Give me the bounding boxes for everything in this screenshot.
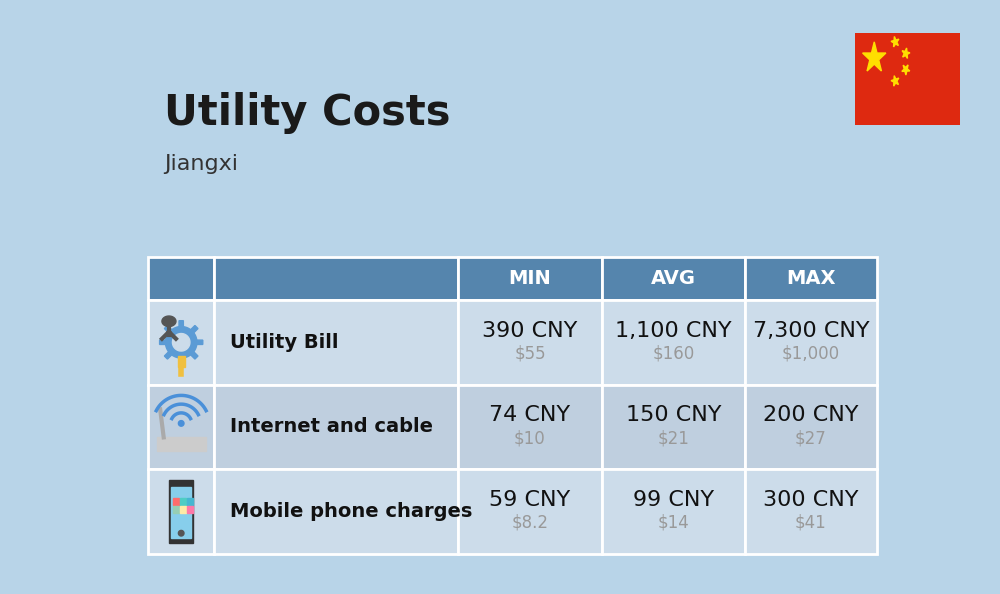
Polygon shape (172, 333, 190, 351)
Text: Mobile phone charges: Mobile phone charges (230, 502, 472, 521)
Text: Utility Bill: Utility Bill (230, 333, 338, 352)
Bar (214, 469, 458, 554)
Text: $160: $160 (652, 345, 694, 363)
Bar (745, 469, 877, 554)
Text: 7,300 CNY: 7,300 CNY (753, 321, 869, 341)
Text: $41: $41 (795, 514, 827, 532)
Polygon shape (173, 506, 179, 513)
Bar (458, 469, 602, 554)
Text: 74 CNY: 74 CNY (489, 406, 570, 425)
Bar (214, 300, 458, 384)
Bar (458, 384, 602, 469)
Bar (745, 300, 877, 384)
Bar (602, 257, 745, 300)
Text: Utility Costs: Utility Costs (164, 92, 450, 134)
Text: MAX: MAX (786, 268, 836, 287)
Polygon shape (891, 75, 899, 86)
Text: 200 CNY: 200 CNY (763, 406, 859, 425)
Bar (745, 384, 877, 469)
Polygon shape (171, 487, 191, 538)
Polygon shape (160, 340, 167, 345)
Text: $55: $55 (514, 345, 546, 363)
Polygon shape (190, 326, 198, 334)
Bar (214, 384, 458, 469)
Text: 99 CNY: 99 CNY (633, 490, 714, 510)
Text: Jiangxi: Jiangxi (164, 154, 238, 173)
Polygon shape (165, 327, 197, 358)
Polygon shape (178, 356, 185, 366)
Polygon shape (902, 65, 910, 75)
Text: 390 CNY: 390 CNY (482, 321, 578, 341)
Bar (148, 384, 214, 469)
Polygon shape (187, 506, 193, 513)
Bar (458, 257, 602, 300)
Bar (458, 300, 602, 384)
Polygon shape (162, 316, 176, 327)
Text: $1,000: $1,000 (782, 345, 840, 363)
Polygon shape (180, 506, 186, 513)
Text: AVG: AVG (651, 268, 696, 287)
Bar (602, 469, 745, 554)
Text: 300 CNY: 300 CNY (763, 490, 859, 510)
Text: $10: $10 (514, 429, 546, 447)
Polygon shape (173, 498, 179, 504)
Bar (214, 257, 458, 300)
Bar (602, 384, 745, 469)
Polygon shape (179, 321, 183, 328)
Polygon shape (164, 351, 172, 359)
Text: 1,100 CNY: 1,100 CNY (615, 321, 732, 341)
Polygon shape (157, 437, 206, 451)
Text: MIN: MIN (509, 268, 551, 287)
Polygon shape (164, 326, 172, 334)
Polygon shape (196, 340, 203, 345)
Bar (148, 469, 214, 554)
Bar (745, 257, 877, 300)
Polygon shape (863, 42, 886, 71)
Polygon shape (178, 421, 184, 426)
Text: $27: $27 (795, 429, 827, 447)
Bar (148, 300, 214, 384)
Polygon shape (178, 530, 184, 536)
Polygon shape (169, 480, 193, 543)
Text: $14: $14 (657, 514, 689, 532)
Polygon shape (902, 48, 910, 58)
Text: 150 CNY: 150 CNY (626, 406, 721, 425)
Text: 59 CNY: 59 CNY (489, 490, 571, 510)
Polygon shape (180, 498, 186, 504)
Text: Internet and cable: Internet and cable (230, 418, 433, 437)
Text: $21: $21 (657, 429, 689, 447)
Bar (148, 257, 214, 300)
Polygon shape (190, 351, 198, 359)
Polygon shape (891, 36, 899, 47)
Polygon shape (179, 357, 183, 364)
Polygon shape (187, 498, 193, 504)
Bar (602, 300, 745, 384)
Text: $8.2: $8.2 (511, 514, 548, 532)
